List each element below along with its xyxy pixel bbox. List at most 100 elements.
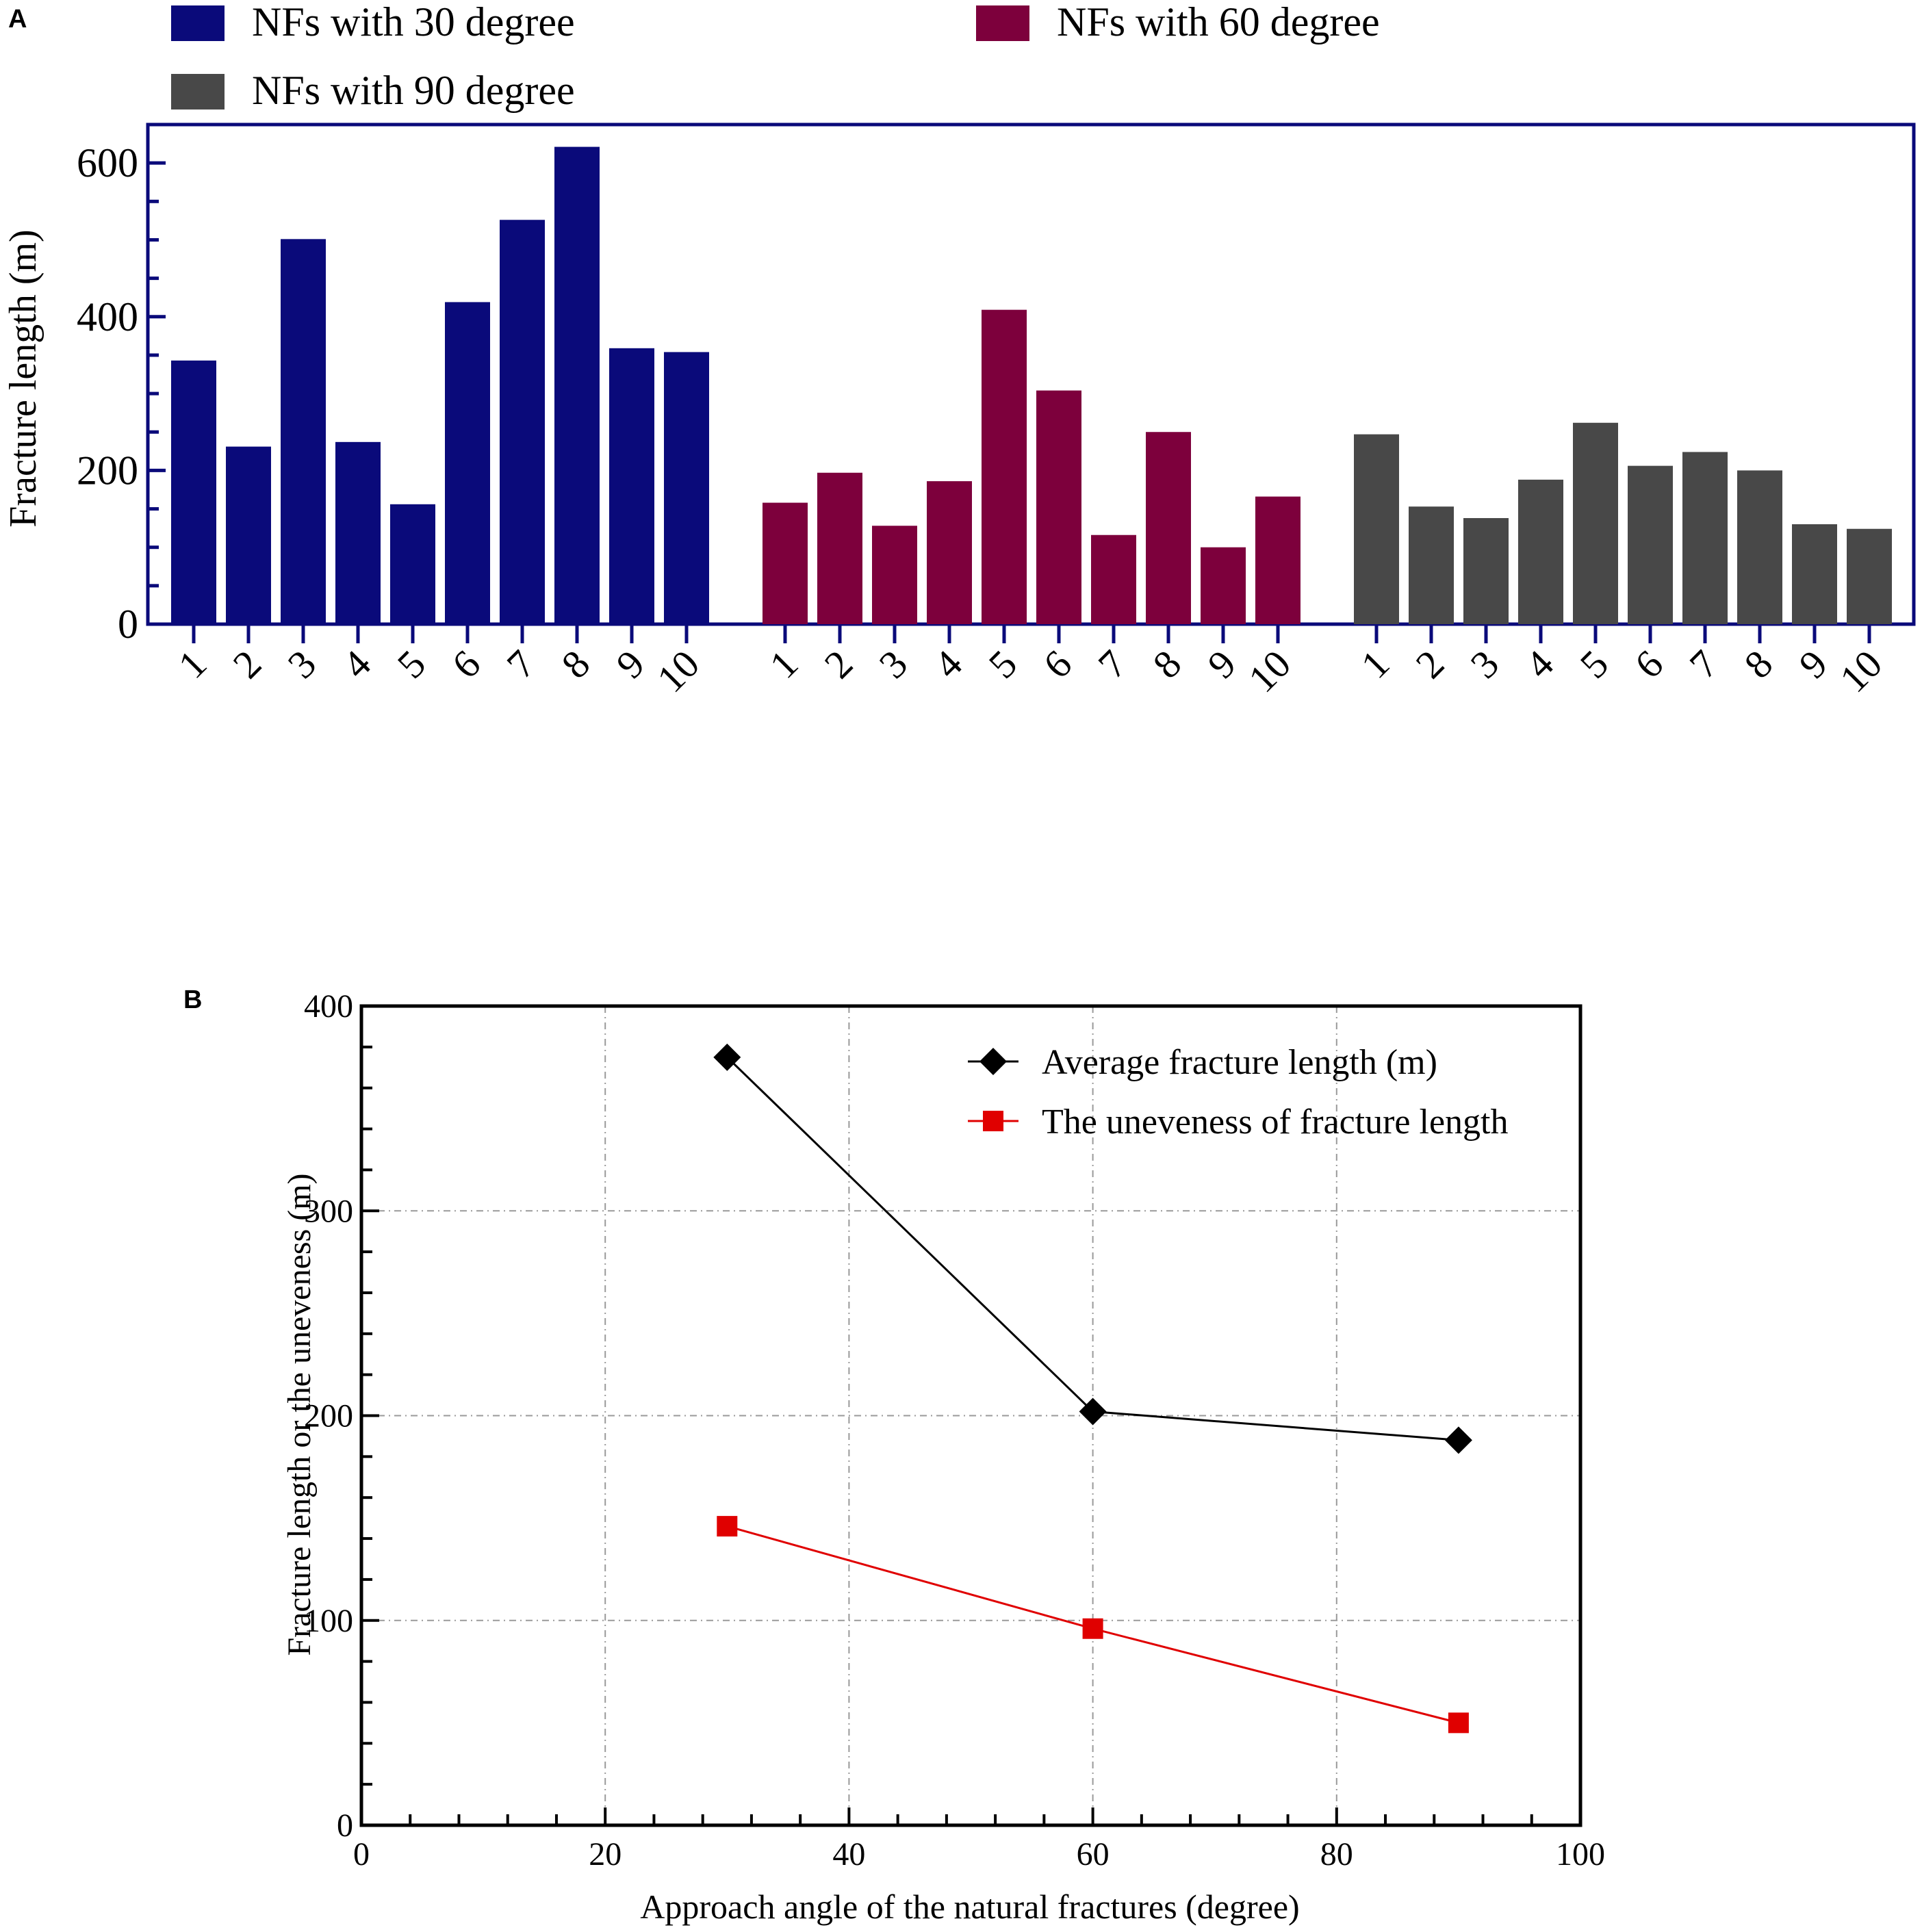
panel-a-bar: [1463, 518, 1509, 624]
panel-a-bar: [554, 146, 600, 625]
panel-a-bar: [982, 309, 1027, 624]
panel-a-bar: [763, 502, 808, 624]
panel-b-grid: [361, 1006, 1580, 1825]
panel-a-x-tick-label: 10: [1240, 641, 1299, 701]
panel-a-legend-swatch: [171, 74, 225, 110]
panel-a-bar: [664, 352, 709, 624]
panel-a-legend-label: NFs with 60 degree: [1057, 0, 1380, 44]
panel-a-bar: [1518, 479, 1563, 624]
panel-a-x-tick-label: 5: [980, 641, 1025, 686]
panel-b-x-tick-label: 60: [1077, 1836, 1110, 1872]
panel-a-x-tick-label: 2: [225, 641, 270, 686]
panel-a-bar: [872, 526, 917, 624]
panel-a-bar: [445, 302, 490, 624]
panel-a-x-tick-label: 9: [1199, 641, 1244, 686]
panel-a-x-tick-label: 8: [553, 641, 598, 686]
panel-b-marker-square: [1448, 1712, 1469, 1734]
panel-a-y-tick-label: 0: [118, 602, 138, 647]
panel-a-x-tick-label: 2: [816, 641, 861, 686]
panel-a-bar: [1737, 470, 1782, 624]
panel-a-x-tick-label: 4: [1517, 641, 1562, 686]
panel-a-x-tick-label: 8: [1144, 641, 1190, 686]
panel-b-x-tick-label: 0: [353, 1836, 370, 1872]
panel-a-bar: [1847, 528, 1892, 624]
panel-a-bar: [1628, 465, 1673, 624]
panel-a-y-tick-label: 200: [77, 448, 138, 493]
panel-a-legend-label: NFs with 30 degree: [252, 0, 575, 44]
panel-a-bar: [390, 504, 435, 624]
panel-a-bar: [1036, 390, 1081, 624]
panel-b-y-tick-label: 300: [304, 1193, 353, 1229]
panel-a-y-axis-label: Fracture length (m): [2, 229, 44, 527]
panel-a-bar: [281, 239, 326, 624]
panel-a-y-tick-label: 400: [77, 294, 138, 339]
panel-a-legend-swatch: [976, 5, 1029, 41]
panel-a-x-tick-label: 7: [498, 641, 543, 686]
panel-a-bar: [1409, 506, 1454, 624]
panel-a-x-tick-label: 8: [1736, 641, 1781, 686]
panel-a-y-tick-label: 600: [77, 140, 138, 185]
panel-b-marker-square: [1082, 1618, 1103, 1639]
panel-b-label: B: [183, 986, 202, 1014]
panel-a-x-tick-label: 3: [279, 641, 324, 686]
panel-b-marker-diamond: [713, 1043, 741, 1071]
panel-b-marker-diamond: [1444, 1426, 1472, 1454]
panel-a-bar: [226, 446, 271, 624]
panel-a-bar: [1354, 434, 1399, 624]
panel-a-bar: [1682, 452, 1728, 624]
panel-b-x-tick-label: 20: [589, 1836, 622, 1872]
panel-a-x-tick-label: 1: [761, 641, 806, 686]
panel-a-bar: [171, 360, 216, 624]
panel-b-x-tick-label: 40: [832, 1836, 865, 1872]
panel-a-label: A: [8, 5, 27, 34]
panel-b-marker-diamond: [979, 1048, 1007, 1075]
panel-a-legend: NFs with 30 degree NFs with 60 degree NFs …: [171, 0, 1380, 113]
panel-b-x-tick-label: 100: [1556, 1836, 1605, 1872]
panel-a-x-tick-label: 1: [1353, 641, 1398, 686]
panel-a-x-tick-label: 5: [389, 641, 434, 686]
panel-b-legend-label: Average fracture length (m): [1042, 1043, 1437, 1082]
panel-a: A NFs with 30 degree NFs with 60 degreeNF…: [2, 0, 1916, 701]
panel-a-x-tick-label: 5: [1572, 641, 1617, 686]
panel-a-x-tick-label: 7: [1090, 641, 1135, 686]
panel-a-bar: [335, 441, 381, 624]
panel-a-bar: [500, 220, 545, 624]
panel-b-marker-square: [717, 1516, 738, 1537]
panel-b-x-tick-label: 80: [1320, 1836, 1353, 1872]
panel-a-x-tick-label: 2: [1407, 641, 1452, 686]
panel-a-x-tick-label: 9: [1791, 641, 1836, 686]
panel-a-bar: [1792, 524, 1837, 624]
panel-b-marker-square: [983, 1111, 1003, 1131]
panel-a-x-tick-label: 6: [1626, 641, 1671, 686]
panel-a-bar: [1255, 496, 1300, 624]
panel-a-bar: [927, 481, 972, 624]
panel-a-bar: [1091, 534, 1136, 624]
panel-a-x-tick-label: 3: [1462, 641, 1507, 686]
panel-a-bar: [817, 472, 862, 624]
panel-a-bar: [1146, 432, 1191, 624]
panel-a-plot-frame: [146, 123, 1916, 626]
panel-b-legend-label: The uneveness of fracture length: [1042, 1103, 1508, 1142]
panel-a-bar: [609, 348, 654, 624]
panel-a-x-tick-label: 3: [871, 641, 916, 686]
panel-a-x-tick-label: 6: [1035, 641, 1080, 686]
panel-a-x-tick-label: 7: [1681, 641, 1726, 686]
panel-a-legend-label: NFs with 90 degree: [252, 68, 575, 113]
panel-a-x-tick-label: 10: [1831, 641, 1891, 701]
panel-b-y-tick-label: 100: [304, 1603, 353, 1639]
panel-a-bars: [171, 146, 1892, 625]
panel-b-legend: Average fracture length (m) The uneveness…: [968, 1043, 1508, 1142]
panel-a-bar: [1201, 547, 1246, 624]
panel-b-x-axis-label: Approach angle of the natural fractures …: [640, 1888, 1299, 1926]
panel-b-y-tick-label: 400: [304, 988, 353, 1025]
panel-a-legend-swatch: [171, 5, 225, 41]
panel-b-y-axis-label: Fracture length or the uneveness (m): [281, 1173, 318, 1656]
panel-a-x-tick-label: 10: [648, 641, 708, 701]
panel-b-marker-diamond: [1079, 1398, 1107, 1426]
panel-b-lines: [713, 1043, 1472, 1734]
panel-a-bar: [1573, 422, 1618, 624]
panel-b: B 0 20 40 60 80 100 0 100 200 300 400 Average frac…: [183, 986, 1605, 1926]
panel-a-x-tick-label: 6: [444, 641, 489, 686]
panel-a-x-tick-label: 9: [608, 641, 653, 686]
